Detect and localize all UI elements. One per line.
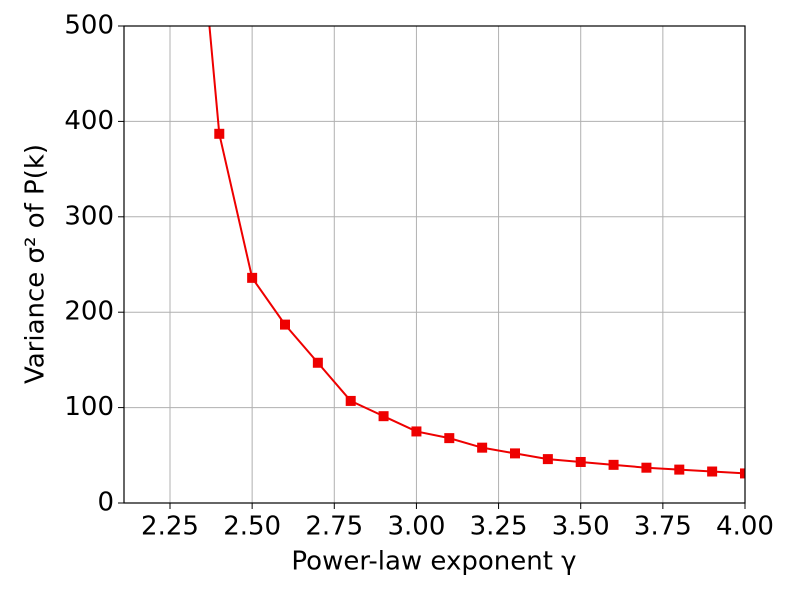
x-tick-label: 3.25 — [470, 512, 528, 542]
y-axis-label: Variance σ² of P(k) — [21, 144, 51, 384]
y-tick-label: 400 — [64, 106, 114, 136]
data-point — [214, 128, 225, 139]
y-tick-label: 500 — [64, 11, 114, 41]
data-point — [411, 426, 422, 437]
data-point — [707, 466, 718, 477]
data-point — [542, 454, 553, 465]
y-tick-label: 0 — [97, 488, 114, 518]
data-point — [641, 462, 652, 473]
x-tick-label: 4.00 — [716, 512, 774, 542]
data-point — [510, 448, 520, 459]
data-point — [378, 411, 389, 422]
x-tick-label: 3.50 — [552, 512, 610, 542]
data-point — [247, 272, 258, 283]
plot-frame — [123, 25, 746, 504]
data-point — [608, 459, 619, 470]
data-point — [477, 442, 488, 453]
series-line — [208, 26, 745, 475]
x-tick-label: 3.00 — [387, 512, 445, 542]
data-point — [444, 433, 455, 444]
x-axis-label: Power-law exponent γ — [291, 547, 576, 577]
data-point — [312, 357, 323, 368]
data-point — [280, 319, 290, 330]
y-tick-label: 100 — [64, 392, 114, 422]
x-tick-label: 2.25 — [141, 512, 199, 542]
y-tick-label: 200 — [64, 297, 114, 327]
y-tick-label: 300 — [64, 201, 114, 231]
x-tick-label: 2.75 — [305, 512, 363, 542]
data-point — [345, 395, 356, 406]
data-point — [575, 456, 586, 467]
data-point — [740, 468, 745, 479]
x-tick-label: 3.75 — [634, 512, 692, 542]
data-point — [674, 464, 685, 475]
x-tick-label: 2.50 — [223, 512, 281, 542]
